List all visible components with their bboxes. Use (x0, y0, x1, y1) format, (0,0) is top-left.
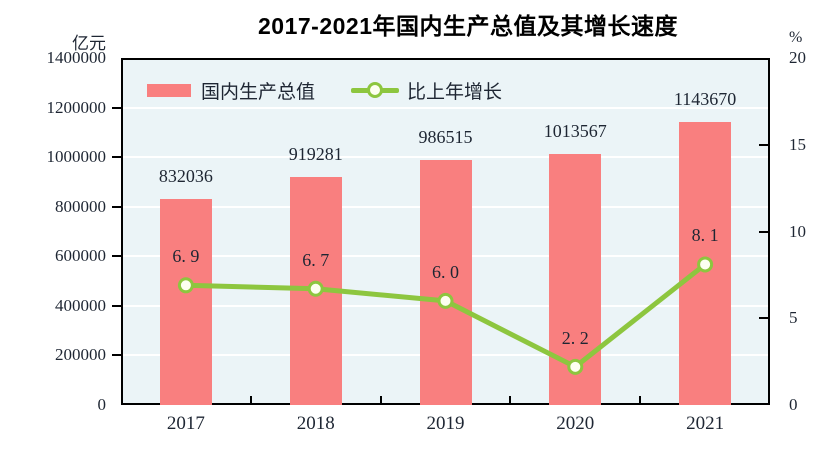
x-axis-label: 2020 (556, 413, 595, 434)
growth-value-label: 6. 0 (432, 261, 459, 282)
y-axis-tick-right (759, 143, 769, 146)
bar-value-label: 832036 (158, 165, 213, 186)
legend-line-swatch (351, 81, 400, 99)
growth-value-label: 6. 9 (172, 246, 200, 267)
bar (159, 198, 212, 405)
chart-title: 2017-2021年国内生产总值及其增长速度 (258, 13, 678, 39)
y-axis-tick-right (759, 230, 769, 233)
x-axis-tick (249, 396, 252, 405)
bar-value-label: 1013567 (543, 120, 607, 141)
x-axis-label: 2021 (686, 413, 725, 434)
y-axis-tick-right (759, 317, 769, 320)
x-axis-tick (379, 396, 382, 405)
growth-value-label: 2. 2 (561, 327, 589, 348)
bar-value-label: 1143670 (673, 88, 737, 109)
growth-value-label: 6. 7 (302, 249, 330, 270)
y-axis-label-left: 200000 (55, 345, 106, 365)
y-axis-label-left: 1000000 (46, 147, 107, 167)
x-axis-label: 2019 (426, 413, 465, 434)
y-axis-label-right: 5 (789, 308, 798, 328)
legend: 国内生产总值 比上年增长 (147, 76, 502, 104)
y-axis-label-right: 15 (789, 134, 806, 154)
y-axis-tick-left (112, 304, 121, 307)
y-axis-tick-left (112, 156, 121, 159)
bar-value-label: 986515 (418, 127, 473, 148)
legend-bar-swatch (147, 83, 191, 97)
bar (679, 121, 732, 405)
bar-value-label: 919281 (288, 144, 343, 165)
y-axis-label-left: 0 (97, 395, 107, 414)
x-axis-label: 2018 (296, 413, 335, 434)
y-axis-label-left: 1400000 (46, 48, 107, 67)
bar (289, 177, 342, 405)
y-axis-label-left: 1200000 (46, 97, 107, 117)
legend-line-label: 比上年增长 (407, 81, 503, 103)
legend-line-marker-icon (367, 82, 384, 98)
y-axis-label-left: 400000 (55, 295, 106, 315)
gridline (123, 156, 768, 159)
bar (549, 153, 602, 405)
right-axis-unit: % (789, 29, 803, 46)
x-axis-tick (639, 396, 642, 405)
y-axis-tick-left (112, 354, 121, 357)
x-axis-label: 2017 (166, 413, 205, 434)
y-axis-tick-left (112, 106, 121, 109)
left-axis-unit: 亿元 (72, 34, 106, 53)
growth-value-label: 8. 1 (691, 225, 719, 246)
y-axis-tick-left (112, 255, 121, 258)
gridline (123, 106, 768, 109)
legend-bar-label: 国内生产总值 (201, 81, 316, 103)
y-axis-label-right: 10 (789, 221, 806, 241)
x-axis-tick (509, 396, 512, 405)
y-axis-label-left: 600000 (55, 246, 106, 266)
y-axis-label-right: 0 (789, 395, 798, 414)
y-axis-label-left: 800000 (55, 196, 106, 216)
y-axis-tick-left (112, 205, 121, 208)
y-axis-label-right: 20 (789, 48, 806, 67)
